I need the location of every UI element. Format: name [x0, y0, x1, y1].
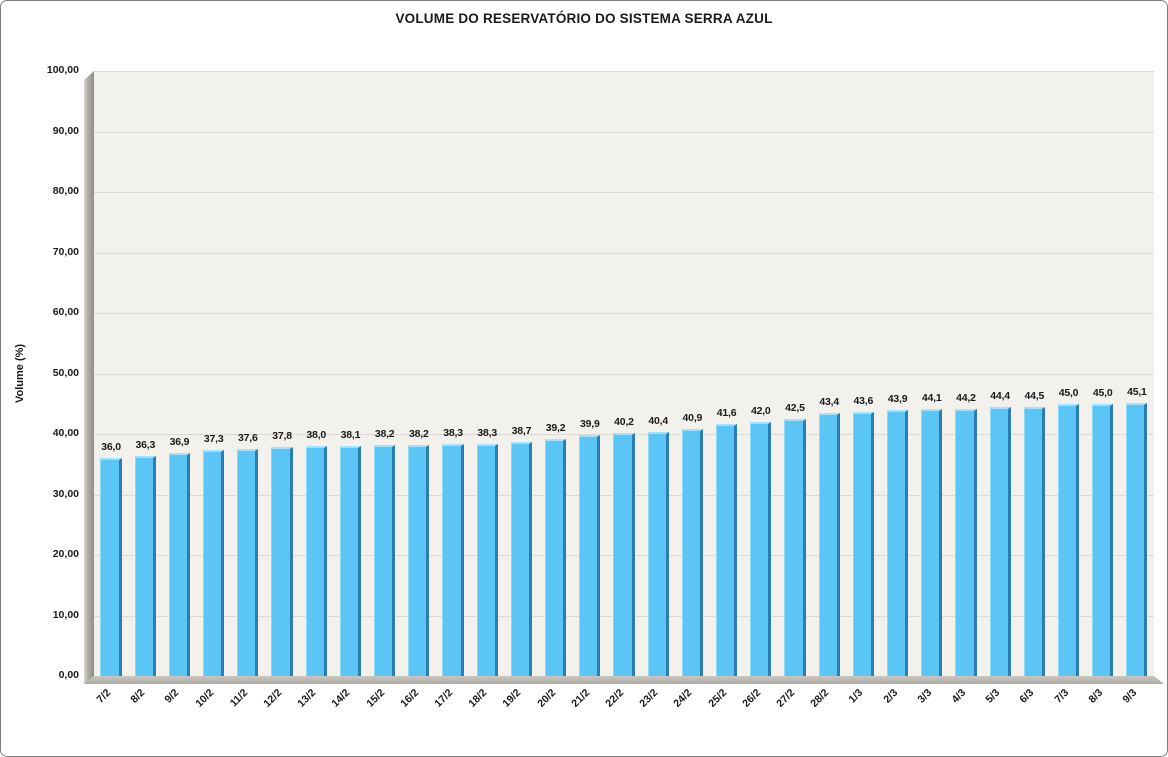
- bar: [579, 434, 601, 676]
- bar: [1092, 403, 1114, 676]
- bar: [168, 452, 191, 676]
- bar: [203, 450, 225, 676]
- bar-value-label: 45,1: [1127, 386, 1147, 399]
- y-tick-label: 60,00: [52, 306, 79, 318]
- bar-value-label: 39,2: [545, 421, 566, 434]
- bar-value-label: 38,0: [306, 429, 327, 442]
- bar: [1057, 403, 1080, 676]
- bar-value-label: 38,7: [511, 424, 532, 437]
- bar-value-label: 39,9: [579, 417, 600, 430]
- y-tick-label: 30,00: [52, 487, 79, 500]
- bar: [613, 432, 635, 676]
- bar-value-label: 40,2: [614, 415, 634, 428]
- chart-title: VOLUME DO RESERVATÓRIO DO SISTEMA SERRA …: [395, 11, 773, 26]
- y-tick-label: 100,00: [46, 64, 79, 76]
- bar: [545, 438, 567, 676]
- bar-value-label: 37,6: [238, 431, 258, 444]
- bar: [647, 431, 669, 676]
- bar: [1023, 406, 1045, 676]
- bar-value-label: 38,3: [477, 427, 498, 440]
- gridline: [94, 131, 1154, 133]
- bar-value-label: 42,0: [750, 404, 771, 417]
- bar-value-label: 44,2: [956, 391, 976, 404]
- bar-value-label: 43,6: [853, 395, 874, 408]
- bar-value-label: 36,3: [135, 439, 156, 452]
- bar: [134, 456, 156, 676]
- bar: [784, 418, 806, 676]
- bar-value-label: 36,9: [169, 435, 190, 448]
- bar: [408, 444, 430, 676]
- y-tick-label: 70,00: [52, 245, 79, 258]
- bar-value-label: 38,1: [340, 428, 361, 441]
- y-tick-label: 20,00: [52, 548, 79, 560]
- bar-value-label: 42,5: [785, 401, 805, 414]
- y-tick-label: 90,00: [52, 124, 79, 137]
- bar: [681, 428, 703, 676]
- bar-value-label: 40,4: [648, 414, 668, 427]
- bar-value-label: 38,3: [443, 427, 463, 440]
- bar-value-label: 44,1: [921, 392, 942, 405]
- bar-value-label: 36,0: [101, 441, 121, 454]
- y-tick-label: 40,00: [52, 427, 79, 439]
- bar-value-label: 37,3: [203, 433, 224, 446]
- bar: [886, 410, 909, 676]
- gridline: [94, 71, 1154, 72]
- y-tick-label: 0,00: [58, 669, 79, 681]
- bar: [100, 458, 122, 676]
- bar-value-label: 44,4: [990, 390, 1010, 403]
- bar: [305, 446, 327, 676]
- bar-value-label: 45,0: [1092, 386, 1113, 399]
- bar: [852, 412, 874, 676]
- gridline: [94, 313, 1154, 314]
- bar: [955, 408, 977, 676]
- gridline: [94, 252, 1154, 254]
- floor-3d: [84, 676, 1164, 684]
- bar-value-label: 45,0: [1058, 386, 1079, 399]
- bar: [476, 444, 498, 676]
- bar-value-label: 41,6: [716, 407, 737, 420]
- bar: [271, 447, 293, 676]
- bar: [510, 441, 532, 676]
- bar: [237, 448, 259, 676]
- bar-value-label: 40,9: [682, 411, 703, 424]
- bar: [715, 424, 738, 676]
- bar: [989, 407, 1011, 676]
- bar-value-label: 43,9: [887, 393, 908, 406]
- gridline: [94, 192, 1154, 193]
- bar: [921, 409, 943, 676]
- y-tick-label: 10,00: [52, 608, 79, 621]
- bar: [374, 444, 396, 676]
- y-tick-label: 80,00: [52, 185, 79, 197]
- bar: [818, 413, 840, 676]
- bar-value-label: 38,2: [409, 427, 429, 440]
- gridline: [94, 373, 1154, 375]
- bar-value-label: 38,2: [374, 427, 395, 440]
- bar-value-label: 43,4: [819, 396, 839, 409]
- bar: [339, 445, 362, 676]
- wall-3d-left: [84, 71, 94, 684]
- bar: [1126, 403, 1148, 676]
- bar-value-label: 44,5: [1024, 389, 1045, 402]
- bar: [750, 421, 772, 676]
- bar-value-label: 37,8: [272, 430, 292, 443]
- y-tick-label: 50,00: [52, 366, 79, 379]
- bar: [442, 444, 464, 676]
- plot-area: 36,0 36,3 36,9 37,3 37,6 37,8 38,0 38,1 38,2 38,2…: [94, 71, 1154, 676]
